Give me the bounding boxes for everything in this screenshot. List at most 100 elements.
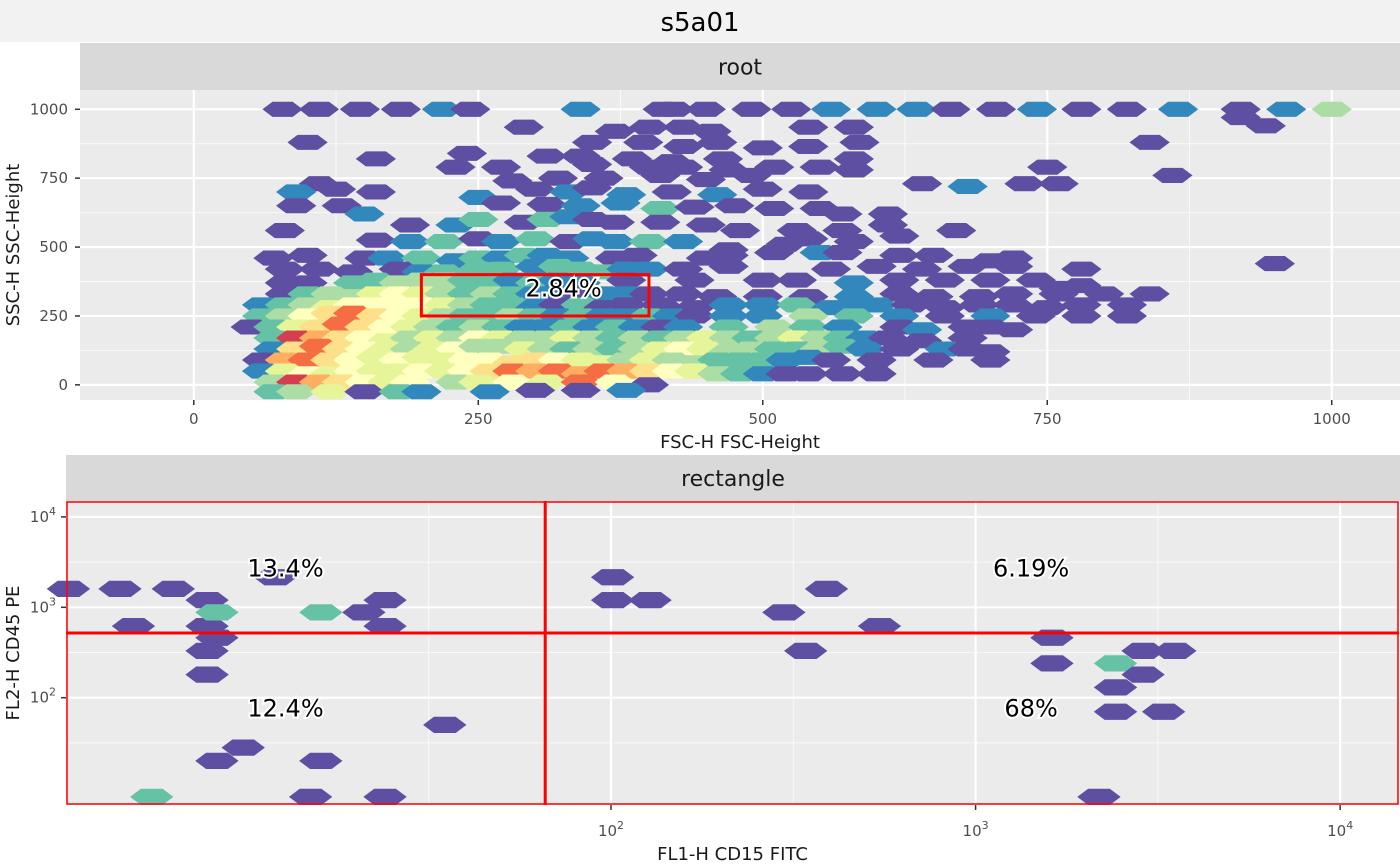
hex-bin xyxy=(560,101,601,117)
hex-bin xyxy=(299,752,343,769)
hex-bin xyxy=(298,101,340,117)
hex-bin xyxy=(975,101,1017,117)
hex-bin xyxy=(380,101,422,117)
hex-bin xyxy=(526,196,567,212)
y-tick-label: 103 xyxy=(30,595,56,616)
hex-bin xyxy=(628,119,670,135)
hex-bin xyxy=(515,382,556,398)
hex-bin xyxy=(924,308,965,324)
hex-bin xyxy=(628,592,672,609)
hex-bin xyxy=(1061,308,1102,324)
hex-bin xyxy=(515,181,556,197)
hex-bin xyxy=(1093,703,1138,720)
hex-bin xyxy=(1129,286,1170,302)
hex-bin xyxy=(719,222,761,239)
hex-bin xyxy=(221,739,265,756)
hex-bin xyxy=(1311,101,1352,117)
y-tick-label: 104 xyxy=(30,505,56,526)
gate-layer: 13.4% 6.19% 12.4% 68% xyxy=(66,501,1399,805)
x-axis-title: FSC-H FSC-Height xyxy=(660,432,820,453)
hex-bin xyxy=(640,200,681,217)
y-tick-label: 750 xyxy=(39,169,68,187)
hex-bin xyxy=(970,272,1011,288)
hex-bin xyxy=(344,206,385,222)
y-axis-title: SSC-H SSC-Height xyxy=(3,164,24,327)
hex-bin xyxy=(992,258,1034,274)
hex-bin xyxy=(810,101,852,117)
hex-bin xyxy=(253,569,297,586)
hex-bin xyxy=(287,134,328,150)
hex-bin xyxy=(185,666,229,683)
hex-bin xyxy=(450,101,491,117)
hex-bin xyxy=(526,148,567,164)
hex-bin xyxy=(262,101,303,117)
hex-bin xyxy=(1077,788,1121,805)
hex-bin xyxy=(1004,176,1045,192)
hex-bin xyxy=(195,604,239,621)
hex-bin xyxy=(98,580,142,597)
hex-bin xyxy=(600,195,641,211)
hex-bin xyxy=(1106,101,1148,117)
quadrant-percent-label: 12.4% xyxy=(247,694,323,722)
quadrant-percent-label: 6.19% xyxy=(993,554,1069,582)
hex-bin xyxy=(1121,642,1165,659)
hex-bin xyxy=(753,245,795,261)
hex-bin xyxy=(1266,101,1307,117)
hex-bin xyxy=(896,101,937,117)
hex-bin xyxy=(936,222,977,239)
y-tick-label: 500 xyxy=(39,238,68,256)
hex-bin xyxy=(435,159,476,175)
x-tick-label: 750 xyxy=(1033,410,1062,428)
hex-bin xyxy=(503,119,544,135)
root-panel: root 2.84% 0 250 500 750 1000 0 250 500 750 1000 FSC… xyxy=(3,43,1400,453)
facet-strip-label: rectangle xyxy=(681,467,785,492)
gate-layer: 2.84% xyxy=(419,273,651,318)
hex-bin xyxy=(856,258,897,274)
hex-bin xyxy=(276,198,317,214)
y-tick-label: 250 xyxy=(39,307,68,325)
hex-bin xyxy=(339,101,381,117)
hex-bin xyxy=(856,352,897,368)
facet-strip xyxy=(66,455,1400,501)
hex-bin xyxy=(151,580,195,597)
hex-bin xyxy=(833,119,874,135)
hex-bin xyxy=(1038,286,1079,302)
hex-bin xyxy=(571,156,613,172)
hex-bin xyxy=(697,134,738,150)
hex-bin xyxy=(708,258,749,274)
title-strip-background xyxy=(0,0,1400,42)
hex-bin xyxy=(822,206,863,222)
hex-bin xyxy=(355,151,397,167)
hexbin-layer xyxy=(46,569,1197,805)
quadrant-percent-label: 13.4% xyxy=(247,554,323,582)
hex-bin xyxy=(111,617,156,635)
hex-bin xyxy=(299,604,343,621)
hex-bin xyxy=(606,382,647,398)
hex-bin xyxy=(276,384,317,400)
hex-bin xyxy=(590,592,635,609)
hex-bin xyxy=(571,134,613,150)
hex-bin xyxy=(1245,118,1286,134)
hex-bin xyxy=(879,272,920,288)
hex-bin xyxy=(1027,159,1068,175)
hex-bin xyxy=(651,184,692,200)
hex-bin xyxy=(1153,642,1197,659)
hex-bin xyxy=(879,247,920,263)
hex-bin xyxy=(1152,167,1193,183)
hex-bin xyxy=(446,145,488,161)
hex-bin xyxy=(685,172,727,188)
hex-bin xyxy=(901,261,943,277)
hex-bin xyxy=(276,184,317,200)
hex-bin xyxy=(1030,655,1074,672)
hex-bin xyxy=(628,234,670,250)
hex-bin xyxy=(310,384,351,400)
hex-bin xyxy=(264,222,305,239)
hex-bin xyxy=(788,231,829,247)
hex-bin xyxy=(856,297,897,313)
hex-bin xyxy=(924,272,965,288)
hex-bin xyxy=(674,199,715,215)
hex-bin xyxy=(788,184,829,200)
hex-bin xyxy=(480,195,522,211)
hex-bin xyxy=(298,261,340,277)
